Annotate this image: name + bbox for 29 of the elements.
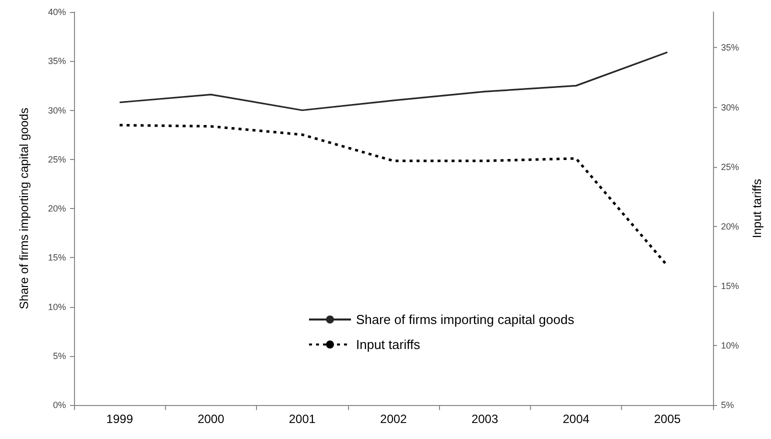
line-series [118, 124, 669, 267]
y-tick-label: 40% [48, 7, 66, 17]
x-tick-label: 1999 [106, 412, 134, 426]
line-series [118, 51, 668, 112]
y2-tick-label: 30% [721, 102, 740, 112]
x-tick-label: 2004 [562, 412, 590, 426]
x-tick-label: 2000 [198, 412, 225, 426]
x-tick-label: 2002 [380, 412, 408, 426]
y-axis-title: Share of firms importing capital goods [17, 108, 31, 310]
x-tick-label: 2005 [654, 412, 682, 426]
legend-label: Input tariffs [356, 337, 421, 352]
y-tick-label: 0% [52, 400, 66, 410]
y-tick-label: 30% [48, 105, 66, 116]
x-tick-label: 2001 [288, 412, 316, 426]
y-tick-label: 25% [48, 154, 66, 164]
y2-tick-label: 15% [721, 280, 740, 291]
y2-tick-label: 35% [721, 42, 740, 53]
y-tick-label: 15% [48, 252, 66, 263]
y2-tick-label: 20% [721, 221, 740, 232]
y-tick-label: 5% [52, 350, 66, 361]
y2-tick-label: 25% [721, 162, 740, 172]
y2-tick-label: 10% [721, 340, 740, 350]
y-tick-label: 10% [48, 302, 66, 312]
y-tick-label: 35% [48, 56, 66, 66]
y2-tick-label: 5% [721, 400, 734, 410]
y2-axis-title: Input tariffs [750, 178, 764, 238]
x-tick-label: 2003 [471, 412, 498, 426]
legend-label: Share of firms importing capital goods [356, 312, 575, 327]
y-tick-label: 20% [48, 204, 66, 214]
